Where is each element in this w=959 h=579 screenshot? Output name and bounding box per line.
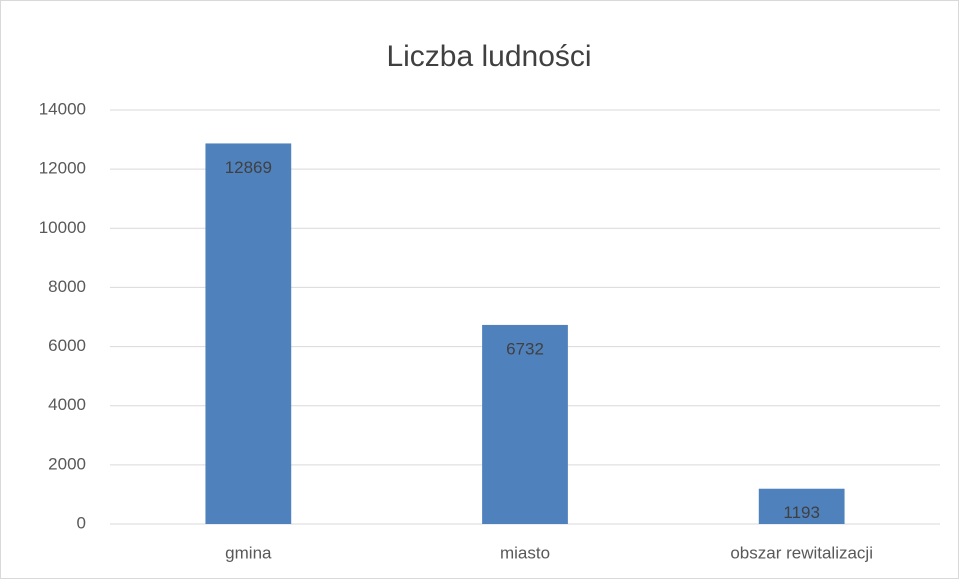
chart-title: Liczba ludności (386, 40, 591, 73)
bar (758, 488, 845, 524)
data-label: 6732 (506, 339, 544, 358)
y-tick-label: 4000 (48, 395, 86, 414)
y-tick-label: 10000 (39, 218, 86, 237)
y-tick-label: 14000 (39, 99, 86, 118)
y-tick-label: 6000 (48, 336, 86, 355)
data-label: 12869 (225, 158, 272, 177)
bar (205, 143, 292, 524)
x-tick-label: miasto (500, 543, 550, 562)
x-tick-label: gmina (225, 543, 272, 562)
y-tick-label: 8000 (48, 277, 86, 296)
y-tick-label: 2000 (48, 454, 86, 473)
data-label: 1193 (783, 503, 820, 522)
bar (482, 324, 568, 524)
y-tick-label: 0 (77, 513, 86, 532)
y-tick-label: 12000 (39, 159, 86, 178)
x-tick-label: obszar rewitalizacji (730, 543, 873, 562)
